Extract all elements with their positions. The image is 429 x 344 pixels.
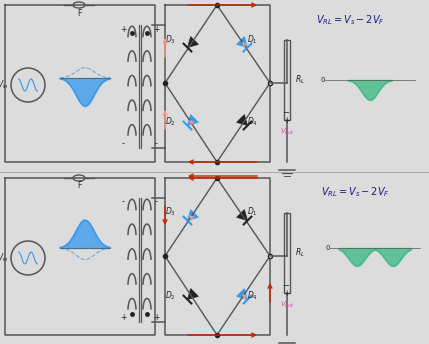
- Polygon shape: [187, 36, 199, 47]
- Text: +: +: [283, 289, 289, 298]
- Polygon shape: [187, 289, 199, 300]
- Text: $R_L$: $R_L$: [295, 74, 305, 86]
- Text: F: F: [77, 9, 81, 18]
- Polygon shape: [236, 209, 248, 221]
- Text: -: -: [154, 140, 157, 149]
- Text: $V_{RL} = V_s - 2V_F$: $V_{RL} = V_s - 2V_F$: [320, 185, 390, 199]
- Text: $D_4$: $D_4$: [247, 115, 258, 128]
- Text: $D_2$: $D_2$: [165, 289, 176, 301]
- Text: $V_{out}$: $V_{out}$: [280, 127, 294, 137]
- Text: −: −: [283, 108, 290, 117]
- Text: +: +: [153, 24, 159, 33]
- Text: $V_{RL} = V_s - 2V_F$: $V_{RL} = V_s - 2V_F$: [316, 13, 384, 27]
- Text: +: +: [153, 313, 159, 323]
- Text: $D_4$: $D_4$: [247, 289, 258, 301]
- Polygon shape: [236, 289, 248, 300]
- Text: +: +: [120, 24, 126, 33]
- Polygon shape: [236, 115, 248, 126]
- Polygon shape: [187, 115, 199, 126]
- Text: $V_{out}$: $V_{out}$: [280, 300, 294, 310]
- Text: -: -: [121, 140, 124, 149]
- Text: -: -: [121, 197, 124, 206]
- Text: 0: 0: [320, 77, 325, 83]
- Text: $V_{in}$: $V_{in}$: [0, 79, 9, 91]
- Text: 0: 0: [326, 245, 330, 251]
- Bar: [284, 40, 290, 120]
- Polygon shape: [236, 36, 248, 47]
- Text: +: +: [283, 116, 289, 125]
- Polygon shape: [187, 209, 199, 221]
- Bar: [284, 213, 290, 293]
- Text: $D_1$: $D_1$: [247, 206, 258, 218]
- Text: F: F: [77, 182, 81, 191]
- Text: +: +: [120, 313, 126, 323]
- Text: $D_1$: $D_1$: [247, 33, 258, 45]
- Text: -: -: [154, 197, 157, 206]
- Text: $D_2$: $D_2$: [165, 115, 176, 128]
- Text: −: −: [283, 281, 290, 290]
- Text: $D_3$: $D_3$: [165, 33, 176, 45]
- Text: $R_L$: $R_L$: [295, 247, 305, 259]
- Text: $D_3$: $D_3$: [165, 206, 176, 218]
- Text: $V_{in}$: $V_{in}$: [0, 252, 9, 264]
